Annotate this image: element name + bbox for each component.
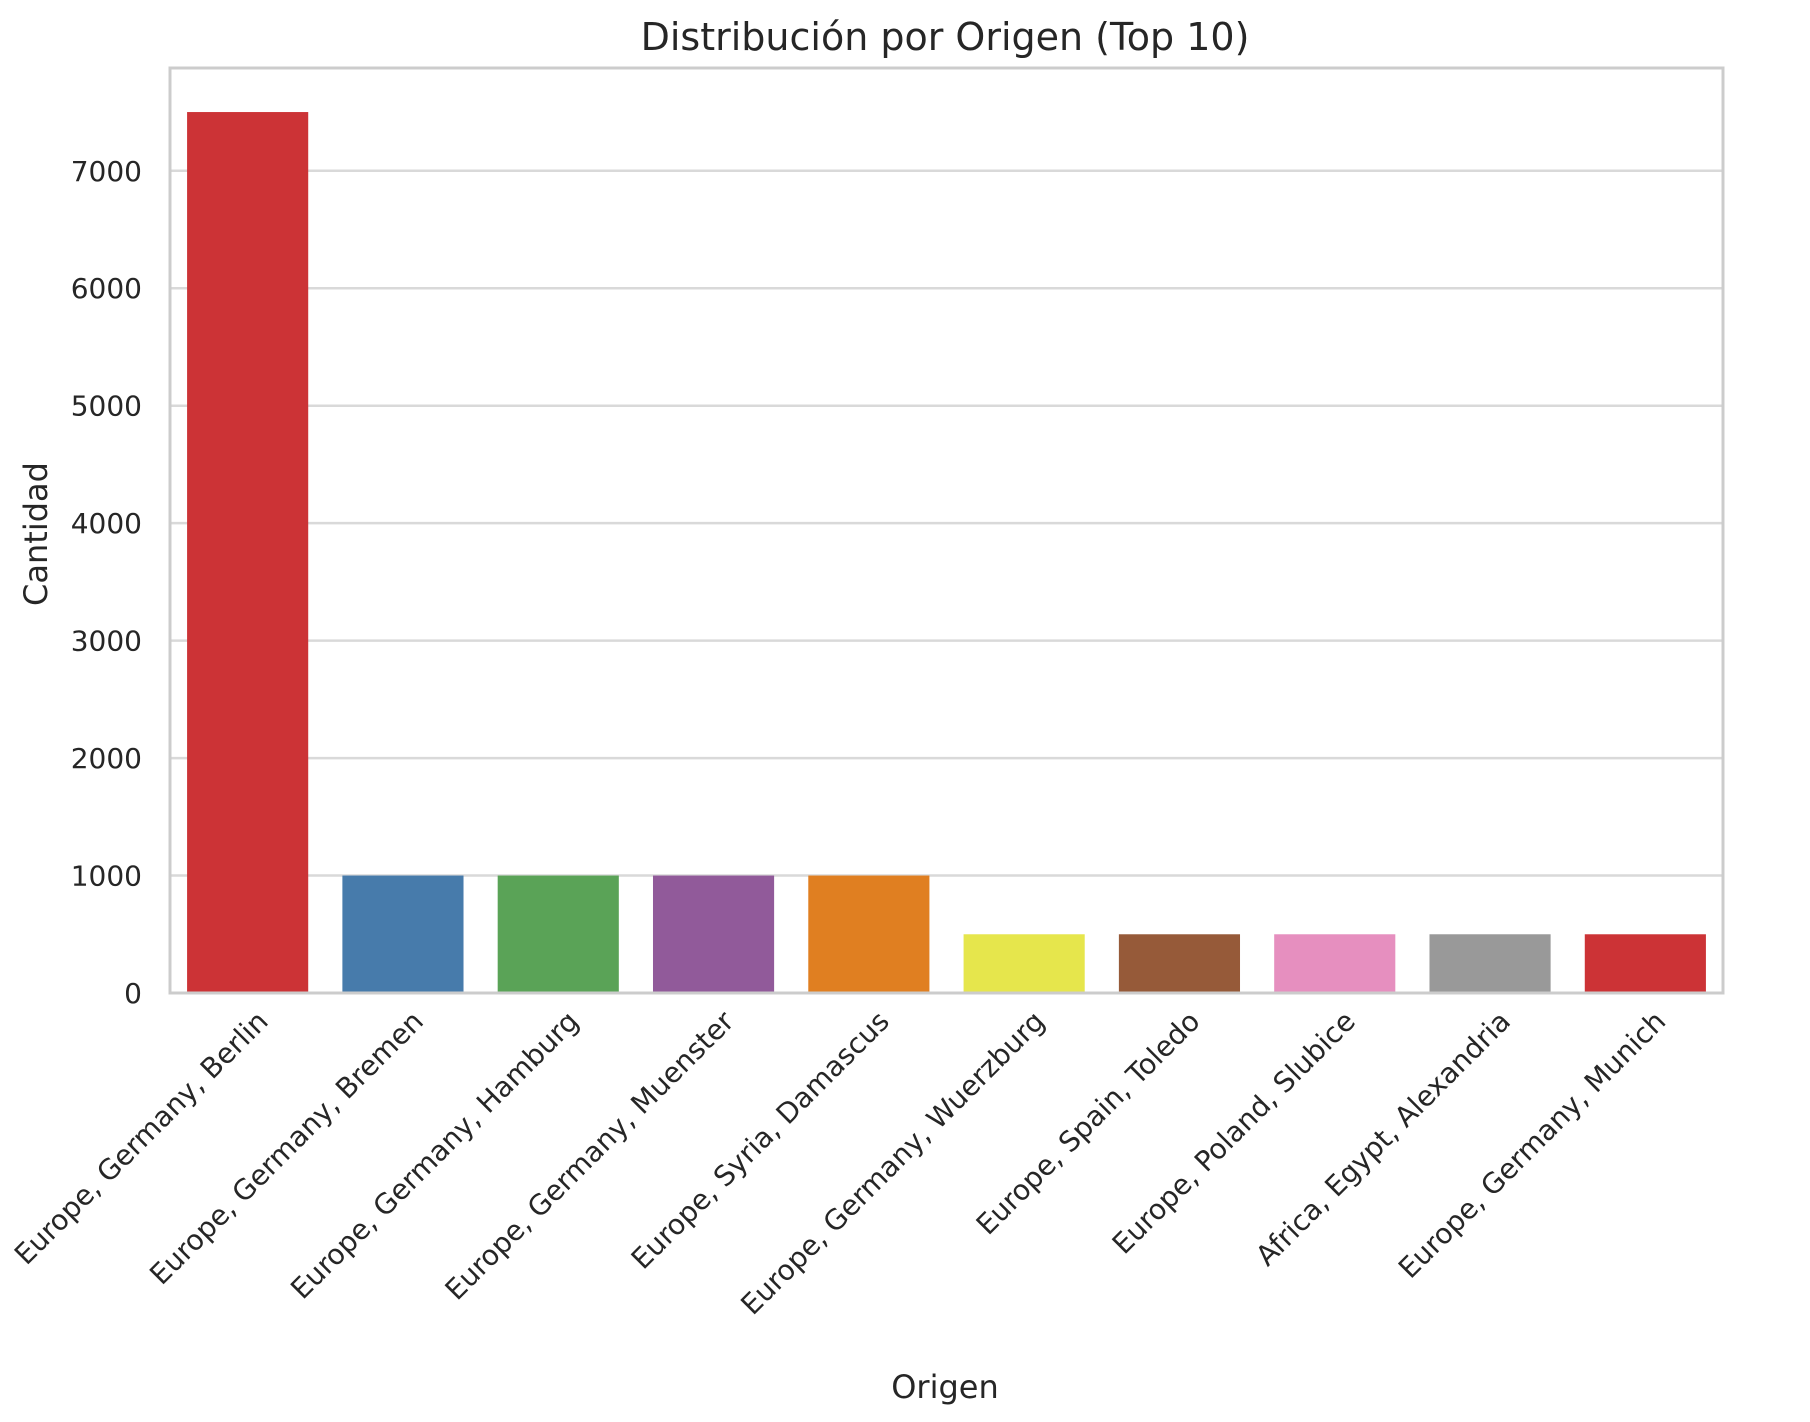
x-tick-label: Europe, Germany, Hamburg bbox=[284, 1005, 585, 1306]
chart-title: Distribución por Origen (Top 10) bbox=[641, 15, 1250, 59]
y-tick-label: 6000 bbox=[71, 272, 142, 305]
y-tick-label: 0 bbox=[124, 977, 142, 1010]
bar bbox=[963, 934, 1085, 993]
bar bbox=[342, 875, 464, 993]
x-tick-label: Europe, Germany, Munich bbox=[1392, 1005, 1672, 1285]
bar bbox=[652, 875, 775, 993]
bar bbox=[1429, 934, 1551, 993]
x-tick-label: Europe, Germany, Wuerzburg bbox=[734, 1005, 1051, 1322]
bar bbox=[497, 875, 619, 993]
bar bbox=[1274, 934, 1396, 993]
plot-frame bbox=[168, 66, 1725, 995]
bar bbox=[187, 112, 309, 994]
x-tick-label: Europe, Syria, Damascus bbox=[625, 1005, 896, 1276]
y-tick-label: 7000 bbox=[71, 155, 142, 188]
x-axis-label: Origen bbox=[891, 1368, 999, 1406]
y-axis-label: Cantidad bbox=[17, 462, 55, 606]
bar bbox=[808, 875, 930, 993]
y-tick-labels: 0 1000 2000 3000 4000 5000 6000 7000 bbox=[71, 155, 142, 1010]
x-tick-label: Europe, Germany, Muenster bbox=[439, 1004, 741, 1306]
y-tick-label: 5000 bbox=[71, 390, 142, 423]
y-tick-label: 4000 bbox=[71, 507, 142, 540]
x-tick-label: Europe, Germany, Bremen bbox=[143, 1005, 430, 1292]
x-tick-label: Europe, Germany, Berlin bbox=[8, 1005, 275, 1272]
y-tick-label: 2000 bbox=[71, 742, 142, 775]
gridlines bbox=[170, 169, 1723, 995]
bar bbox=[1584, 934, 1706, 993]
bars bbox=[187, 112, 1706, 994]
y-tick-label: 1000 bbox=[71, 860, 142, 893]
y-tick-label: 3000 bbox=[71, 625, 142, 658]
bar bbox=[1118, 934, 1241, 993]
x-tick-label: Africa, Egypt, Alexandria bbox=[1249, 1005, 1517, 1273]
